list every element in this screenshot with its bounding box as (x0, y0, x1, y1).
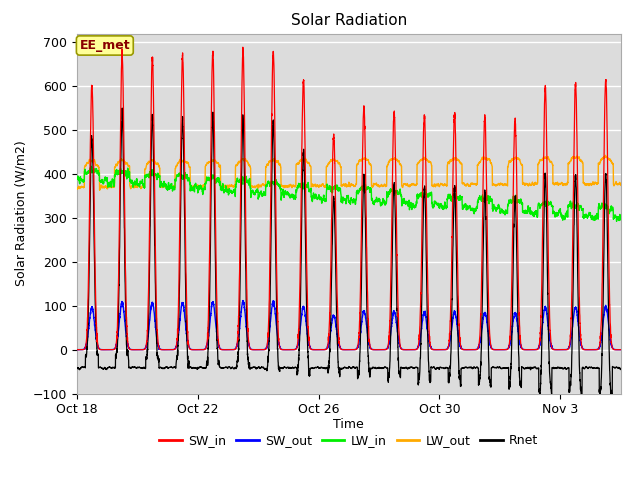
X-axis label: Time: Time (333, 418, 364, 431)
Text: EE_met: EE_met (79, 39, 130, 52)
Legend: SW_in, SW_out, LW_in, LW_out, Rnet: SW_in, SW_out, LW_in, LW_out, Rnet (154, 429, 543, 452)
Title: Solar Radiation: Solar Radiation (291, 13, 407, 28)
Y-axis label: Solar Radiation (W/m2): Solar Radiation (W/m2) (14, 141, 27, 287)
